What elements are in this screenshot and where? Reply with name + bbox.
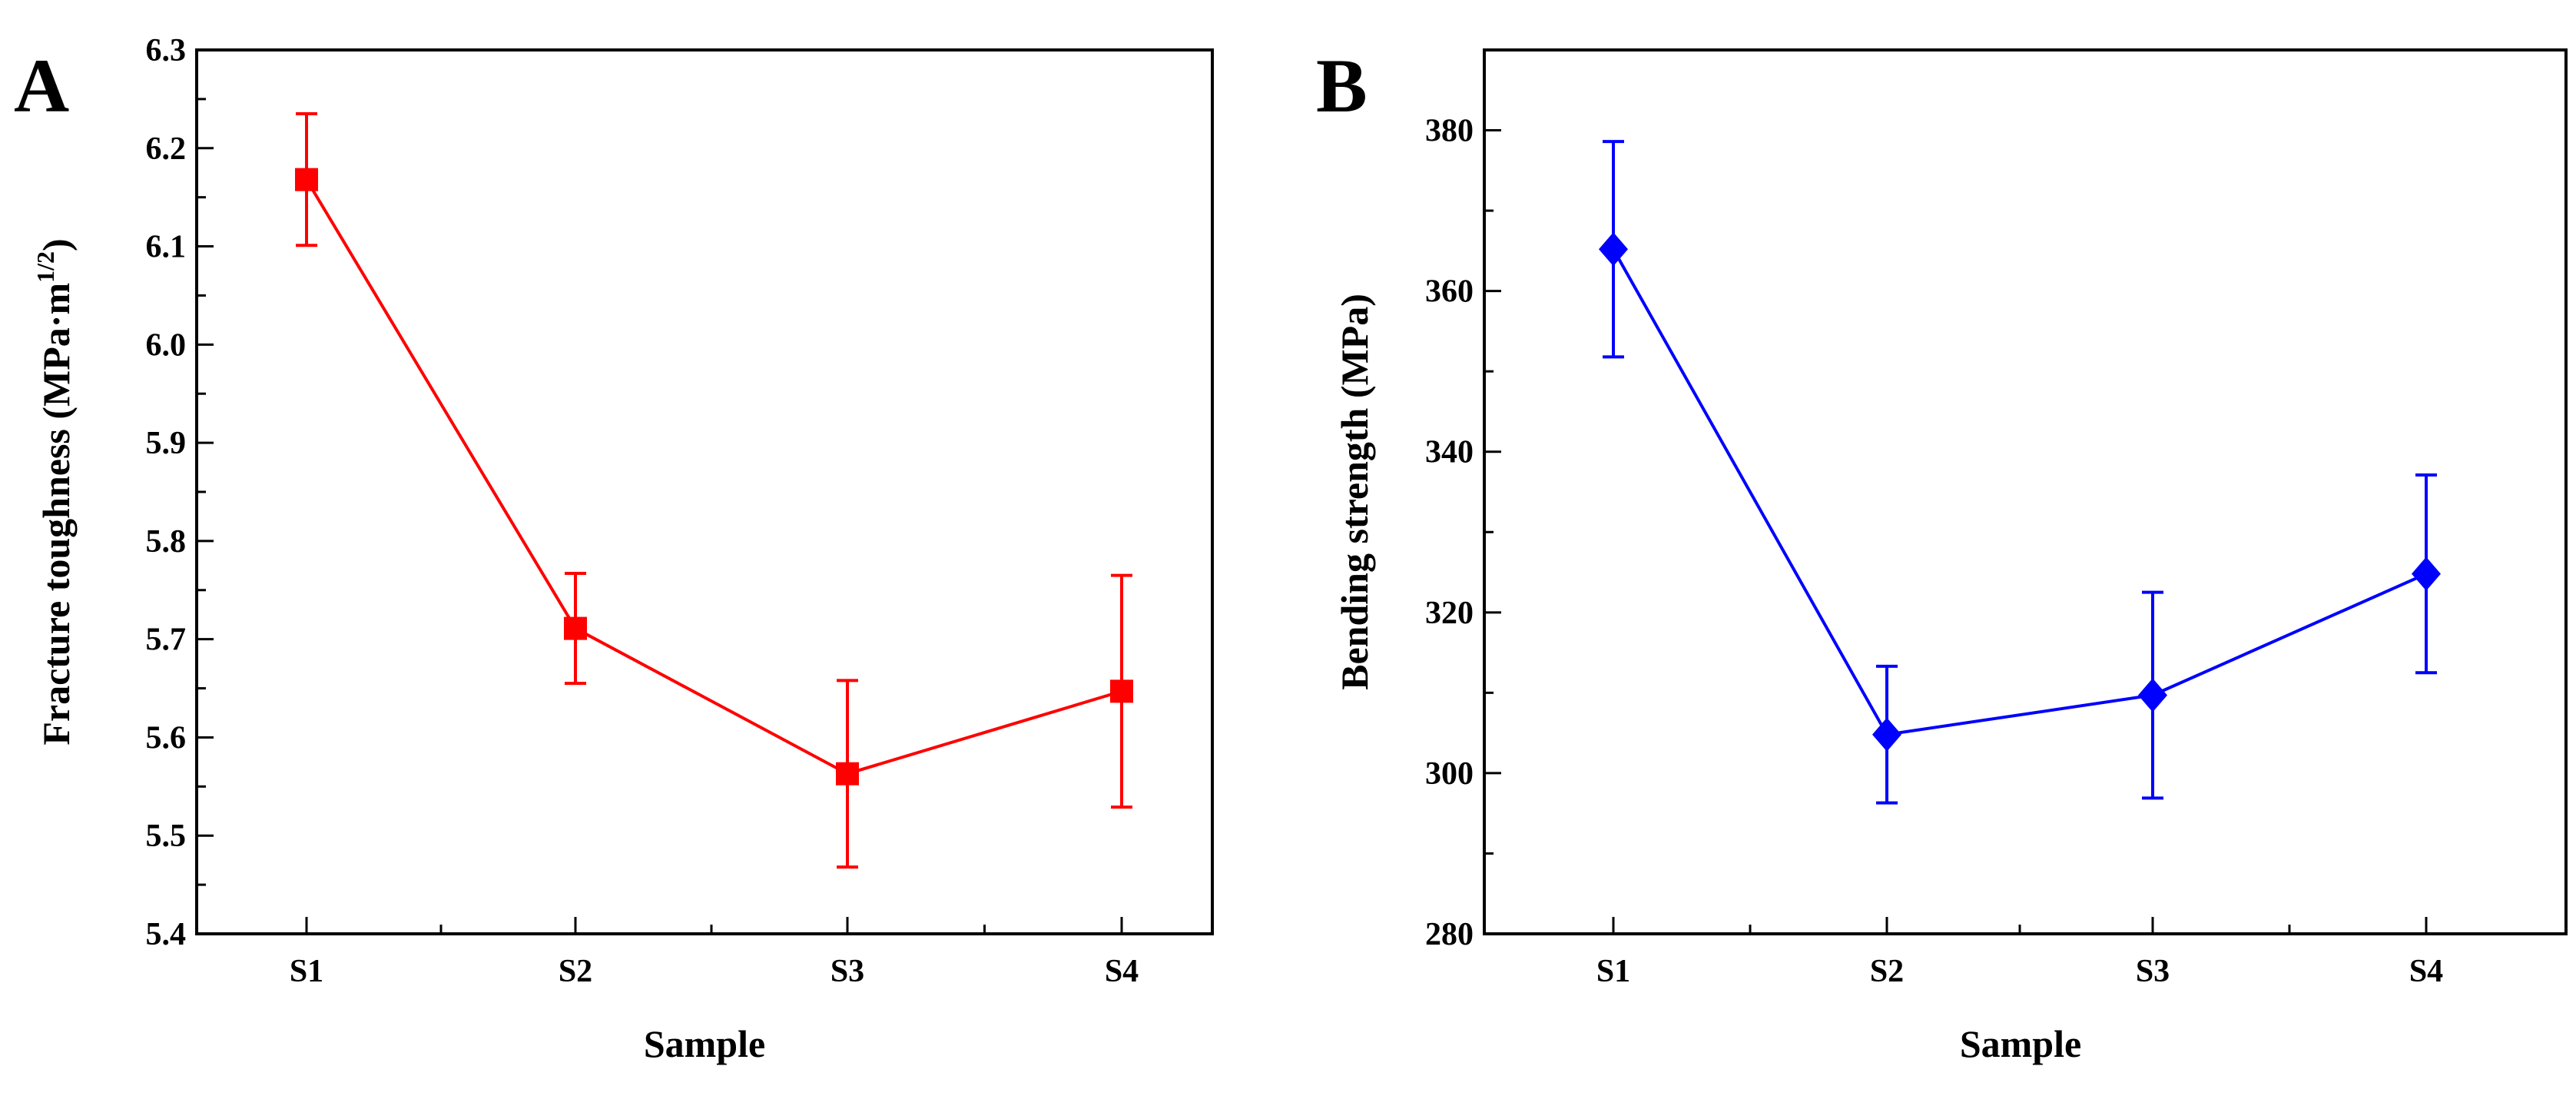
y-tick-label: 380 <box>1425 114 1474 149</box>
series-line <box>305 178 1122 776</box>
panel-b-bending-strength-chart: B 280 300 320 340 360 380 S1 S2 S3 S4 Sample Ben… <box>1316 43 2568 1065</box>
y-tick-label: 5.4 <box>146 917 187 952</box>
data-point-diamond <box>1872 717 1901 752</box>
panel-a-y-axis-title-close: ) <box>35 238 78 251</box>
data-point-square <box>836 762 859 785</box>
panel-a-plot-frame <box>195 48 1214 935</box>
panel-b-y-ticks: 280 300 320 340 360 380 <box>1425 48 1501 952</box>
y-tick-label: 340 <box>1425 435 1474 470</box>
data-point-diamond <box>2138 678 2167 712</box>
y-tick-label: 6.3 <box>146 33 187 68</box>
y-tick-label: 300 <box>1425 756 1474 792</box>
y-tick-label: 360 <box>1425 274 1474 310</box>
panel-a-y-ticks: 5.4 5.5 5.6 5.7 5.8 5.9 6.0 6.1 6.2 6.3 <box>146 33 214 952</box>
panel-a-x-ticks: S1 S2 S3 S4 <box>290 917 1139 989</box>
data-point-square <box>295 168 318 191</box>
panel-a-letter: A <box>14 43 69 128</box>
panel-a-fracture-toughness-chart: A 5.45.55.65.75.85.96.06.16.26.3 S1 S2 S3 S… <box>14 33 1214 1065</box>
y-tick-label: 6.1 <box>146 230 187 265</box>
y-tick-label: 5.6 <box>146 720 187 756</box>
y-tick-label: 280 <box>1425 917 1474 952</box>
panel-a-y-axis-title: Fracture toughness (MPa·m1/2) <box>31 238 78 745</box>
y-tick-label: 320 <box>1425 596 1474 631</box>
x-tick-label: S1 <box>1596 954 1630 989</box>
panel-b-plot-frame <box>1483 48 2568 935</box>
y-tick-label: 6.0 <box>146 327 187 363</box>
panel-b-x-axis-title: Sample <box>1960 1022 2081 1065</box>
y-tick-label: 5.5 <box>146 819 187 854</box>
panel-a-y-axis-title-main: Fracture toughness (MPa·m <box>35 283 78 746</box>
y-tick-label: 6.2 <box>146 131 187 167</box>
x-tick-label: S4 <box>1105 954 1139 989</box>
series-line <box>1612 248 2427 736</box>
y-tick-label: 5.8 <box>146 524 187 560</box>
panel-a-x-axis-title: Sample <box>644 1022 765 1065</box>
panel-b-x-ticks: S1 S2 S3 S4 <box>1596 917 2443 989</box>
x-tick-label: S2 <box>559 954 592 989</box>
panel-a-y-axis-title-superscript: 1/2 <box>31 251 59 283</box>
x-tick-label: S2 <box>1870 954 1904 989</box>
data-point-diamond <box>1599 232 1628 267</box>
panel-b-letter: B <box>1316 43 1368 128</box>
data-point-square <box>564 616 587 640</box>
x-tick-label: S4 <box>2409 954 2443 989</box>
x-tick-label: S3 <box>830 954 864 989</box>
x-tick-label: S1 <box>290 954 323 989</box>
x-tick-label: S3 <box>2136 954 2170 989</box>
y-tick-label: 5.9 <box>146 426 187 461</box>
panel-b-series <box>1599 140 2441 805</box>
data-point-square <box>1110 679 1133 703</box>
panel-a-series <box>295 112 1133 869</box>
data-point-diamond <box>2412 556 2441 591</box>
y-tick-label: 5.7 <box>146 623 187 658</box>
panel-b-y-axis-title: Bending strength (MPa) <box>1333 294 1376 690</box>
